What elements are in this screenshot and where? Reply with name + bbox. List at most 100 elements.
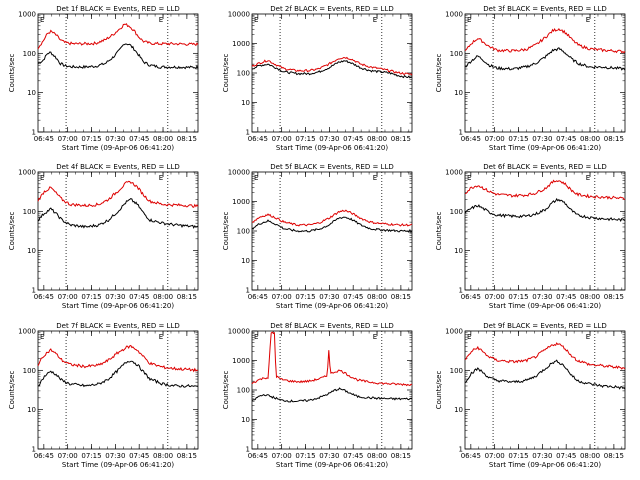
x-axis-label: Start Time (09-Apr-06 06:41:20) <box>489 302 601 310</box>
y-tick-label: 1000 <box>232 40 250 48</box>
x-tick-label: 07:30 <box>532 452 552 460</box>
x-tick-label: 07:45 <box>556 293 576 301</box>
x-axis-label: Start Time (09-Apr-06 06:41:20) <box>276 302 388 310</box>
x-tick-label: 07:45 <box>343 135 363 143</box>
event-marker-label: E <box>373 16 377 24</box>
y-tick-label: 100 <box>237 70 250 78</box>
x-tick-label: 07:30 <box>105 293 125 301</box>
x-tick-label: 08:15 <box>177 452 197 460</box>
y-tick-label: 1 <box>32 287 36 295</box>
x-tick-label: 07:45 <box>556 452 576 460</box>
x-tick-label: 07:15 <box>81 135 101 143</box>
x-tick-label: 06:45 <box>461 135 481 143</box>
plot-frame <box>464 330 626 450</box>
y-tick-label: 100 <box>23 367 36 375</box>
y-tick-label: 10 <box>454 406 463 414</box>
plot-frame <box>37 330 199 450</box>
x-tick-label: 06:45 <box>34 293 54 301</box>
x-tick-label: 08:00 <box>367 293 387 301</box>
y-tick-label: 1 <box>246 129 250 137</box>
x-tick-label: 08:00 <box>580 293 600 301</box>
plot-frame <box>464 13 626 133</box>
panel-title: Det 8f BLACK = Events, RED = LLD <box>270 322 393 330</box>
y-tick-label: 10 <box>27 89 36 97</box>
detector-panel: Det 8f BLACK = Events, RED = LLD 1 10 100 10… <box>222 322 413 469</box>
y-tick-label: 1000 <box>232 198 250 206</box>
x-tick-label: 06:45 <box>461 452 481 460</box>
x-tick-label: 08:15 <box>177 293 197 301</box>
y-axis-label: Counts/sec <box>222 371 230 410</box>
y-tick-label: 1000 <box>18 328 36 336</box>
event-marker-label: E <box>40 333 44 341</box>
series-line <box>37 23 199 50</box>
y-tick-label: 1000 <box>18 169 36 177</box>
x-tick-label: 06:45 <box>248 452 268 460</box>
x-tick-label: 06:45 <box>461 293 481 301</box>
x-tick-label: 08:00 <box>580 452 600 460</box>
x-tick-label: 07:00 <box>272 293 292 301</box>
y-axis-label: Counts/sec <box>435 54 443 93</box>
x-tick-label: 07:15 <box>508 293 528 301</box>
x-tick-label: 08:15 <box>177 135 197 143</box>
event-marker-label: E <box>254 16 258 24</box>
event-marker-label: E <box>159 174 163 182</box>
series-line <box>464 197 626 222</box>
y-tick-label: 10 <box>454 89 463 97</box>
x-tick-label: 07:00 <box>485 135 505 143</box>
series-line <box>251 56 413 76</box>
x-tick-label: 06:45 <box>34 135 54 143</box>
y-tick-label: 100 <box>450 50 463 58</box>
series-line <box>251 331 412 387</box>
event-marker-label: E <box>373 174 377 182</box>
event-marker-label: E <box>40 174 44 182</box>
x-tick-label: 08:00 <box>580 135 600 143</box>
detector-panel: Det 5f BLACK = Events, RED = LLD 1 10 100 10… <box>222 163 413 310</box>
event-marker-label: E <box>254 333 258 341</box>
y-tick-label: 100 <box>23 50 36 58</box>
x-axis-label: Start Time (09-Apr-06 06:41:20) <box>62 461 174 469</box>
y-tick-label: 1000 <box>445 328 463 336</box>
x-tick-label: 07:45 <box>343 452 363 460</box>
y-axis-label: Counts/sec <box>435 371 443 410</box>
panel-title: Det 9f BLACK = Events, RED = LLD <box>483 322 606 330</box>
event-marker-label: E <box>159 333 163 341</box>
x-tick-label: 08:00 <box>153 135 173 143</box>
panel-title: Det 3f BLACK = Events, RED = LLD <box>483 5 606 13</box>
x-tick-label: 08:15 <box>391 452 411 460</box>
x-tick-label: 07:30 <box>532 135 552 143</box>
x-tick-label: 07:45 <box>129 293 149 301</box>
y-tick-label: 1 <box>246 446 250 454</box>
y-axis-label: Counts/sec <box>8 54 16 93</box>
y-tick-label: 1 <box>459 287 463 295</box>
x-tick-label: 07:00 <box>58 452 78 460</box>
y-tick-label: 1000 <box>445 169 463 177</box>
x-tick-label: 07:15 <box>508 452 528 460</box>
y-tick-label: 100 <box>23 208 36 216</box>
y-tick-label: 1000 <box>232 357 250 365</box>
x-tick-label: 07:00 <box>272 135 292 143</box>
x-tick-label: 07:15 <box>295 135 315 143</box>
y-tick-label: 100 <box>237 387 250 395</box>
detector-panel: Det 7f BLACK = Events, RED = LLD 1 10 100 10… <box>8 322 199 469</box>
series-line <box>251 60 413 79</box>
x-tick-label: 06:45 <box>248 135 268 143</box>
x-tick-label: 07:30 <box>105 135 125 143</box>
x-axis-label: Start Time (09-Apr-06 06:41:20) <box>276 461 388 469</box>
x-tick-label: 08:15 <box>391 135 411 143</box>
x-tick-label: 07:45 <box>129 135 149 143</box>
series-line <box>37 198 199 229</box>
event-marker-label: E <box>40 16 44 24</box>
y-tick-label: 1 <box>459 129 463 137</box>
panel-title: Det 1f BLACK = Events, RED = LLD <box>56 5 179 13</box>
x-tick-label: 08:00 <box>367 452 387 460</box>
x-axis-label: Start Time (09-Apr-06 06:41:20) <box>276 144 388 152</box>
x-tick-label: 07:45 <box>343 293 363 301</box>
panel-title: Det 6f BLACK = Events, RED = LLD <box>483 163 606 171</box>
x-tick-label: 07:15 <box>295 452 315 460</box>
x-tick-label: 07:00 <box>58 135 78 143</box>
y-tick-label: 10000 <box>228 169 250 177</box>
x-tick-label: 08:15 <box>604 293 624 301</box>
y-tick-label: 10000 <box>228 328 250 336</box>
x-tick-label: 07:30 <box>532 293 552 301</box>
series-line <box>37 360 199 388</box>
